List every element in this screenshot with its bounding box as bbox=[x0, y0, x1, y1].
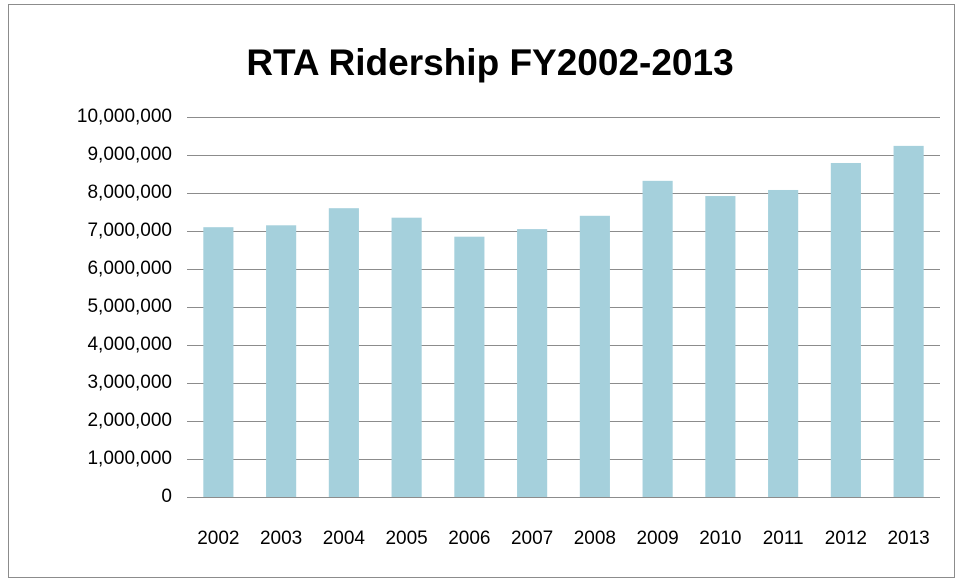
y-tick-label: 7,000,000 bbox=[87, 220, 172, 241]
y-tick-label: 10,000,000 bbox=[77, 106, 172, 127]
bar bbox=[517, 229, 548, 497]
bar bbox=[328, 208, 359, 497]
bar bbox=[391, 217, 422, 497]
y-tick-label: 3,000,000 bbox=[87, 372, 172, 393]
x-tick-label: 2012 bbox=[825, 528, 867, 549]
bar bbox=[893, 145, 924, 497]
bar bbox=[579, 215, 610, 498]
y-tick-label: 1,000,000 bbox=[87, 448, 172, 469]
chart-title: RTA Ridership FY2002-2013 bbox=[246, 42, 733, 83]
bar bbox=[454, 236, 485, 497]
x-tick-label: 2009 bbox=[636, 528, 678, 549]
x-tick-label: 2008 bbox=[574, 528, 616, 549]
y-tick-label: 0 bbox=[161, 486, 172, 507]
bar bbox=[830, 162, 861, 498]
bar bbox=[705, 196, 736, 498]
y-tick-label: 5,000,000 bbox=[87, 296, 172, 317]
x-tick-label: 2007 bbox=[511, 528, 553, 549]
x-tick-label: 2010 bbox=[699, 528, 741, 549]
bar bbox=[203, 227, 234, 497]
bar bbox=[768, 189, 799, 497]
x-tick-label: 2004 bbox=[323, 528, 366, 549]
x-tick-label: 2002 bbox=[197, 528, 239, 549]
y-tick-label: 8,000,000 bbox=[87, 182, 172, 203]
y-tick-label: 9,000,000 bbox=[87, 144, 172, 165]
y-tick-label: 6,000,000 bbox=[87, 258, 172, 279]
x-tick-label: 2011 bbox=[763, 528, 804, 549]
bar bbox=[642, 180, 673, 497]
x-tick-label: 2006 bbox=[448, 528, 490, 549]
x-tick-label: 2013 bbox=[887, 528, 929, 549]
bar bbox=[266, 225, 297, 498]
x-tick-label: 2005 bbox=[385, 528, 427, 549]
x-tick-label: 2003 bbox=[260, 528, 302, 549]
y-tick-label: 2,000,000 bbox=[87, 410, 172, 431]
y-tick-label: 4,000,000 bbox=[87, 334, 172, 355]
